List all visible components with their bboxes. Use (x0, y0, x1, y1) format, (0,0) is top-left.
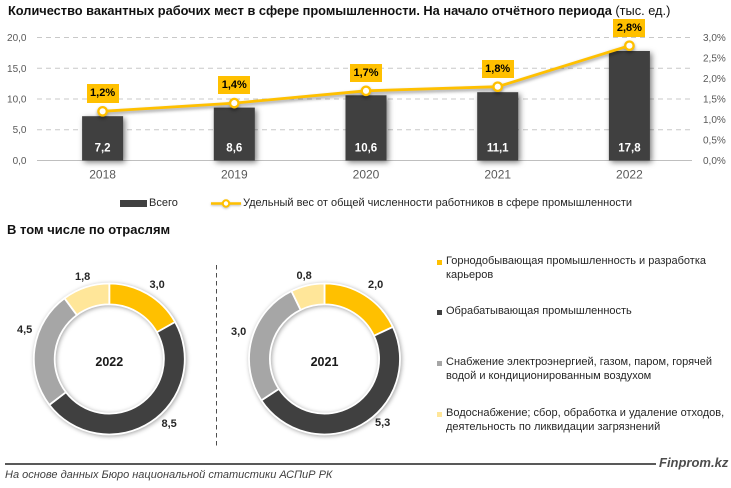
svg-text:2019: 2019 (221, 168, 248, 182)
svg-text:0,0%: 0,0% (703, 156, 726, 167)
svg-text:7,2: 7,2 (95, 143, 111, 155)
svg-text:17,8: 17,8 (618, 143, 641, 155)
svg-text:2021: 2021 (311, 355, 339, 369)
svg-text:2,5%: 2,5% (703, 54, 726, 65)
svg-text:5,0: 5,0 (13, 125, 27, 136)
svg-text:2020: 2020 (353, 168, 380, 182)
svg-text:2021: 2021 (484, 168, 511, 182)
svg-text:11,1: 11,1 (487, 143, 509, 155)
svg-text:8,6: 8,6 (226, 143, 242, 155)
svg-text:0,5%: 0,5% (703, 136, 726, 147)
svg-text:15,0: 15,0 (7, 64, 27, 75)
svg-text:10,0: 10,0 (7, 95, 27, 106)
svg-text:10,6: 10,6 (355, 143, 377, 155)
svg-text:1,5%: 1,5% (703, 95, 726, 106)
svg-text:0,0: 0,0 (13, 156, 27, 167)
svg-text:1,0%: 1,0% (703, 115, 726, 126)
svg-text:3,0%: 3,0% (703, 33, 726, 44)
svg-text:20,0: 20,0 (7, 33, 27, 44)
svg-text:2,0%: 2,0% (703, 74, 726, 85)
svg-text:2018: 2018 (89, 168, 116, 182)
svg-text:2022: 2022 (95, 355, 123, 369)
svg-text:2022: 2022 (616, 168, 643, 182)
